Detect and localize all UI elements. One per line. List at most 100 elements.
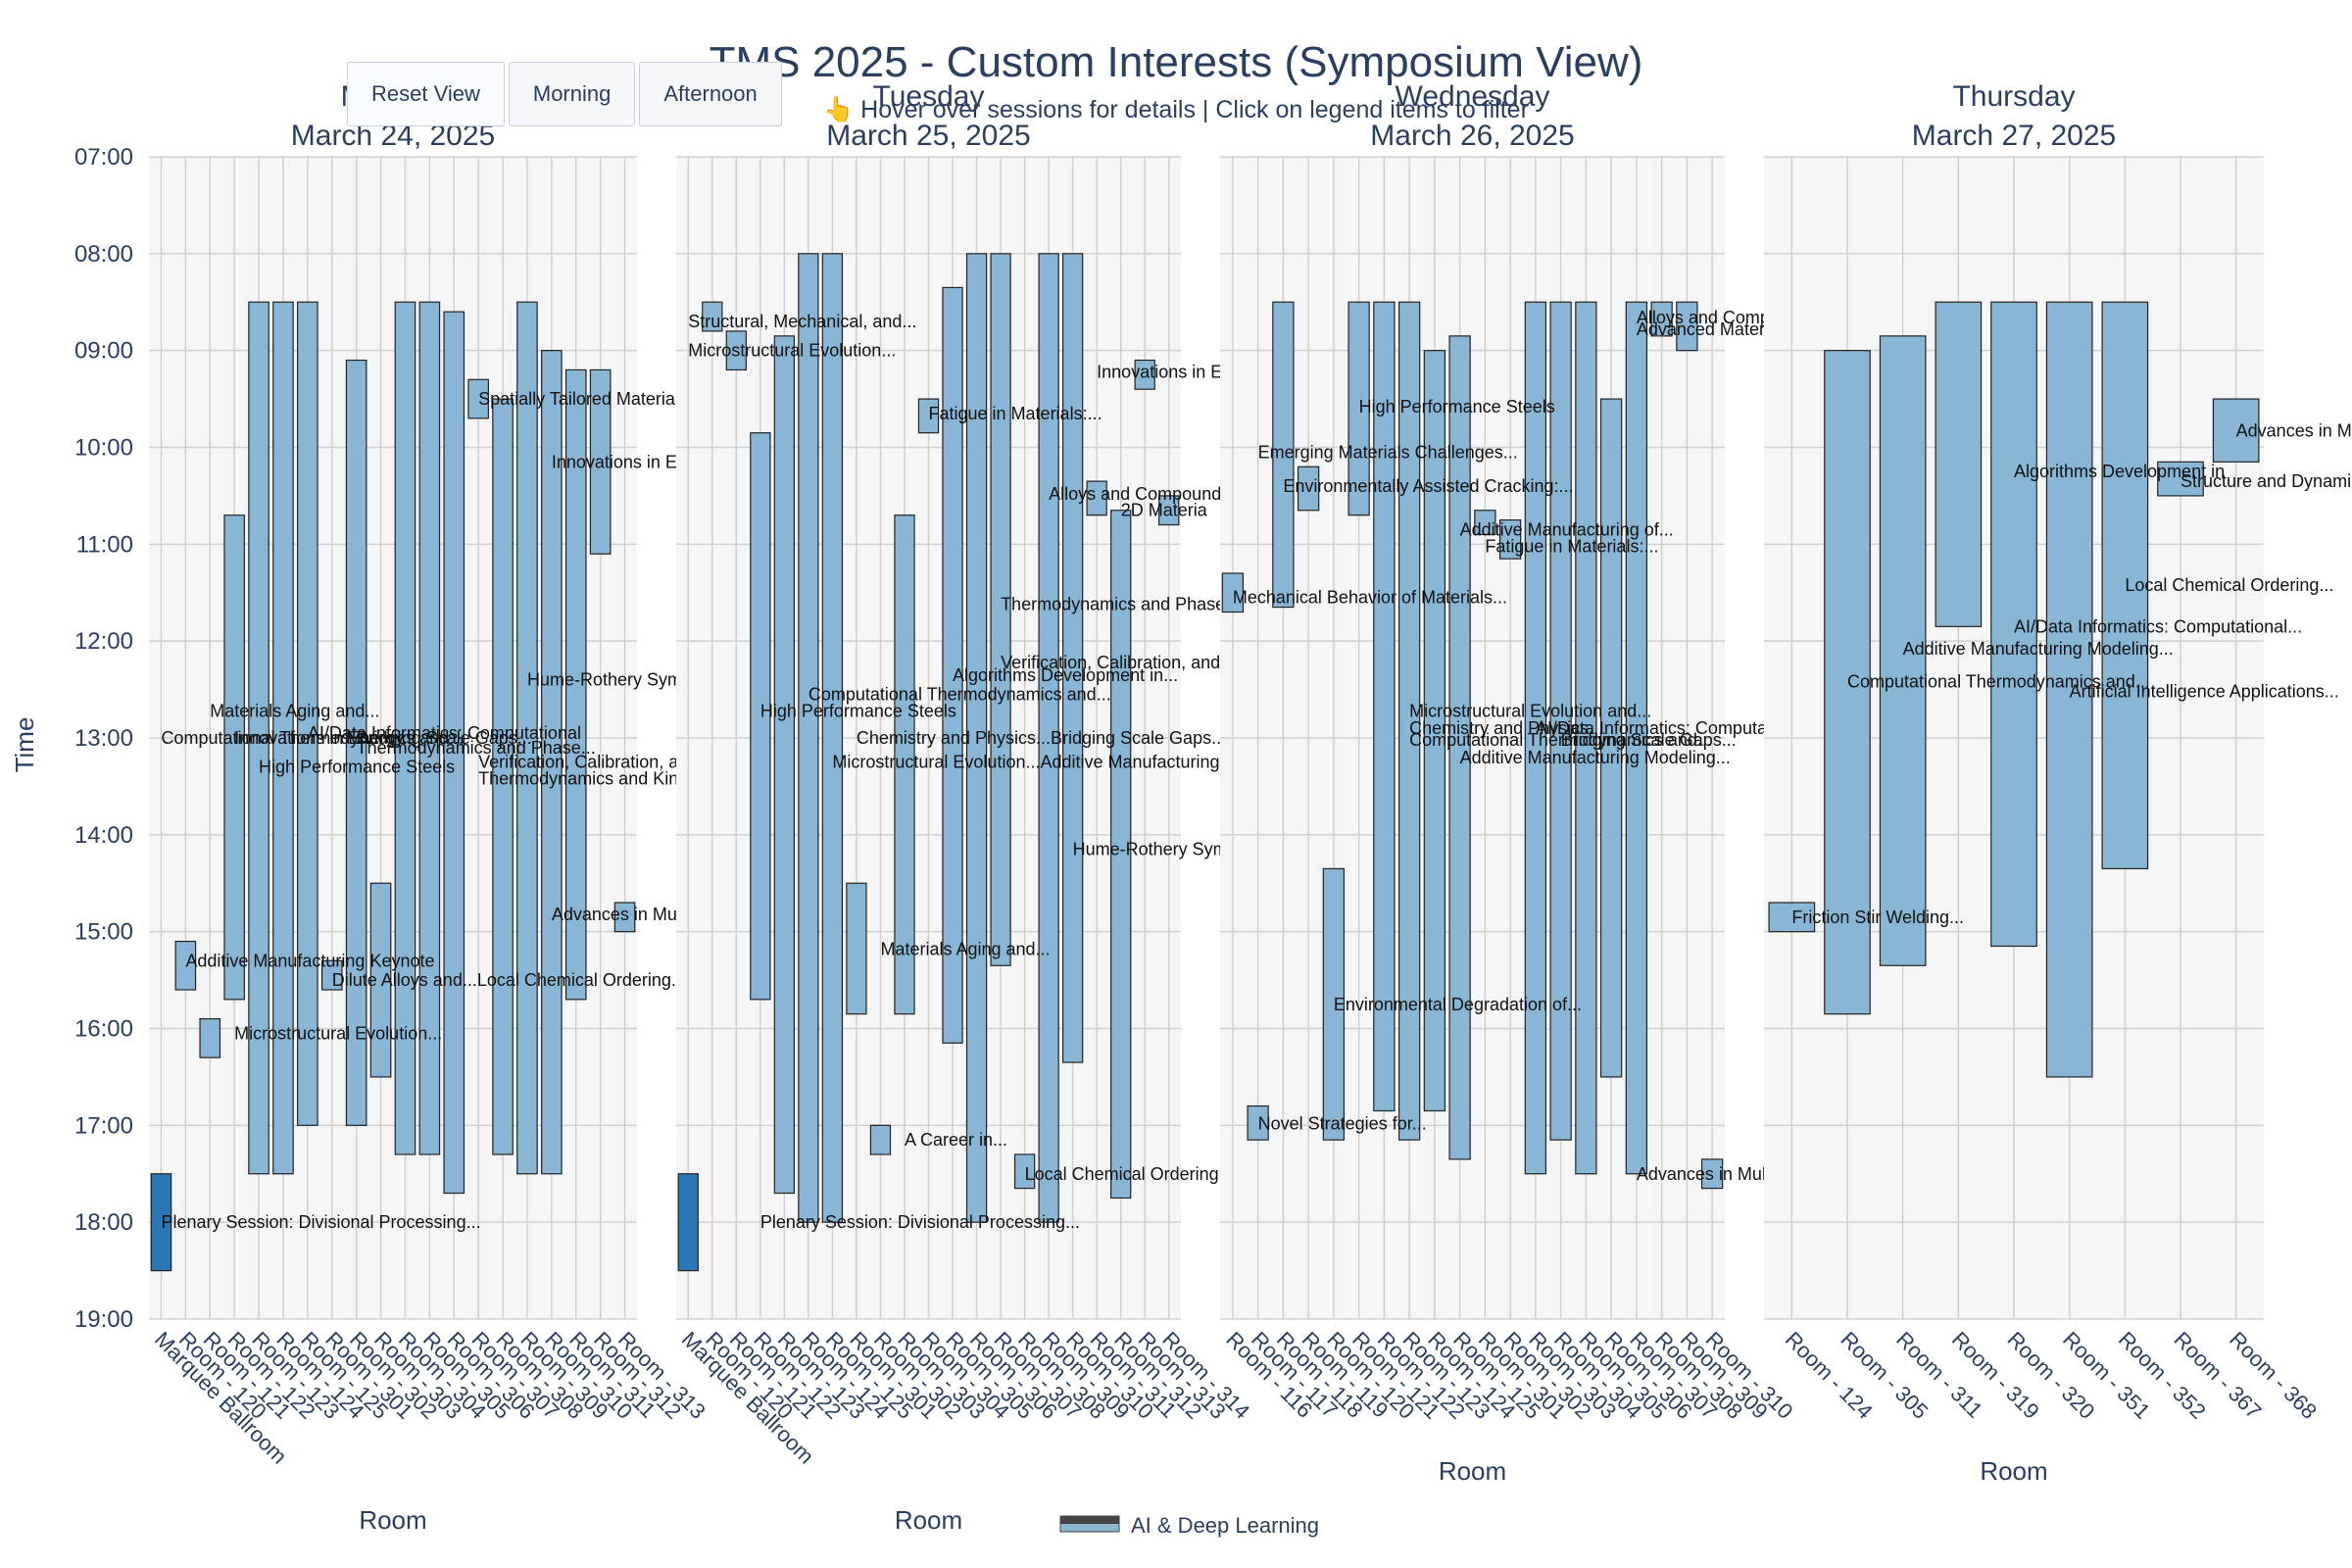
session-bar[interactable]: [564, 368, 587, 1001]
session-bar[interactable]: [345, 359, 368, 1126]
session-bar[interactable]: [965, 253, 988, 1223]
session-bar[interactable]: [320, 959, 343, 991]
session-bar[interactable]: [223, 514, 245, 1001]
session-bar[interactable]: [1134, 359, 1155, 390]
session-bar[interactable]: [1676, 301, 1698, 352]
session-bar[interactable]: [1990, 301, 2037, 948]
session-bar[interactable]: [1700, 1158, 1724, 1190]
session-bar[interactable]: [1297, 466, 1320, 512]
session-bar[interactable]: [1575, 301, 1597, 1175]
y-tick-label: 12:00: [74, 628, 133, 655]
session-label: AI/Data Informatics: Computational...: [1536, 718, 1824, 738]
session-bar[interactable]: [516, 301, 538, 1175]
morning-button[interactable]: Morning: [508, 62, 636, 126]
session-bar[interactable]: [1599, 398, 1623, 1078]
session-label: Advances in Mult: [552, 905, 686, 924]
session-bar[interactable]: [369, 882, 392, 1078]
session-bar[interactable]: [1272, 301, 1295, 609]
session-bar[interactable]: [174, 940, 197, 991]
session-label: Spatially Tailored Materials:...: [478, 389, 708, 409]
session-label: Microstructural Evolution...: [688, 341, 896, 361]
session-label: Additive Manufacturing Keynote: [185, 951, 434, 970]
session-bar[interactable]: [1038, 253, 1059, 1223]
legend-label[interactable]: AI & Deep Learning: [1131, 1513, 1319, 1538]
session-bar[interactable]: [798, 253, 819, 1223]
session-bar[interactable]: [1348, 301, 1370, 516]
session-label: Local Chemical Ordering...: [2125, 575, 2333, 595]
session-bar[interactable]: [821, 253, 844, 1223]
session-bar[interactable]: [942, 286, 963, 1044]
session-bar[interactable]: [1247, 1104, 1269, 1141]
session-label: Chemistry and Physics...: [1409, 718, 1603, 738]
session-bar[interactable]: [1824, 350, 1871, 1015]
session-bar[interactable]: [725, 330, 747, 371]
session-bar[interactable]: [1158, 495, 1180, 526]
session-bar[interactable]: [589, 368, 612, 555]
session-bar[interactable]: [702, 301, 723, 332]
session-bar[interactable]: [199, 1018, 221, 1058]
x-axis-label: Room: [1980, 1456, 2047, 1486]
afternoon-button[interactable]: Afternoon: [639, 62, 782, 126]
legend: AI & Deep Learning: [1059, 1513, 1319, 1538]
y-tick-label: 10:00: [74, 435, 133, 462]
session-bar[interactable]: [1879, 335, 1927, 966]
y-tick-label: 11:00: [76, 531, 133, 558]
session-bar[interactable]: [1423, 350, 1446, 1112]
session-bar[interactable]: [248, 301, 270, 1175]
session-label: Chemistry and Physics...Bridging Scale G…: [857, 728, 1226, 748]
session-label: Advances in Mult: [2236, 421, 2352, 441]
session-label: Materials Aging and...: [210, 701, 379, 720]
session-bar[interactable]: [869, 1124, 892, 1155]
session-bar[interactable]: [677, 1173, 699, 1272]
session-bar[interactable]: [1397, 301, 1421, 1141]
session-label: Plenary Session: Divisional Processing..…: [161, 1212, 480, 1232]
session-bar[interactable]: [1935, 301, 1983, 627]
session-bar[interactable]: [492, 398, 514, 1155]
session-bar[interactable]: [1013, 1153, 1036, 1190]
session-bar[interactable]: [1221, 572, 1245, 613]
session-bar[interactable]: [846, 882, 867, 1015]
session-bar[interactable]: [272, 301, 294, 1175]
reset-view-button[interactable]: Reset View: [347, 62, 505, 126]
session-bar[interactable]: [467, 378, 489, 419]
session-label: Fatigue in Materials:...: [929, 404, 1102, 423]
session-bar[interactable]: [1448, 335, 1471, 1160]
session-bar[interactable]: [2212, 398, 2260, 463]
session-bar[interactable]: [1768, 902, 1816, 933]
session-label: Alloys and Compounds: [1049, 484, 1230, 504]
session-bar[interactable]: [613, 902, 636, 933]
session-bar[interactable]: [1498, 519, 1522, 560]
session-bar[interactable]: [894, 514, 915, 1015]
session-bar[interactable]: [418, 301, 441, 1155]
session-bar[interactable]: [773, 335, 796, 1195]
session-bar[interactable]: [1625, 301, 1648, 1175]
x-axis-label: Room: [1439, 1456, 1506, 1486]
session-bar[interactable]: [990, 253, 1011, 966]
session-bar[interactable]: [2157, 461, 2204, 497]
y-tick-label: 14:00: [74, 822, 133, 849]
session-label: Hume-Rothery Symposi: [527, 670, 714, 690]
session-bar[interactable]: [1086, 480, 1107, 516]
session-label: Innovations in Energy...: [234, 728, 417, 748]
session-bar[interactable]: [1474, 510, 1496, 536]
session-bar[interactable]: [1549, 301, 1572, 1141]
session-label: Advances in Mult: [1637, 1164, 1771, 1184]
session-bar[interactable]: [394, 301, 416, 1155]
panel-day-title: Thursday: [1952, 80, 2075, 113]
session-bar[interactable]: [1650, 301, 1673, 337]
session-bar[interactable]: [1322, 867, 1346, 1141]
session-bar[interactable]: [297, 301, 318, 1126]
session-bar[interactable]: [541, 350, 563, 1175]
session-bar[interactable]: [150, 1173, 172, 1272]
session-bar[interactable]: [917, 398, 940, 434]
session-bar[interactable]: [1061, 253, 1084, 1063]
session-bar[interactable]: [750, 432, 771, 1001]
session-bar[interactable]: [1373, 301, 1396, 1112]
session-bar[interactable]: [2045, 301, 2093, 1078]
session-bar[interactable]: [443, 311, 466, 1195]
session-bar[interactable]: [1110, 510, 1132, 1200]
session-label: Friction Stir Welding...: [1791, 907, 1964, 927]
session-bar[interactable]: [2101, 301, 2149, 870]
session-bar[interactable]: [1524, 301, 1547, 1175]
session-label: High Performance Steels: [1359, 397, 1555, 416]
